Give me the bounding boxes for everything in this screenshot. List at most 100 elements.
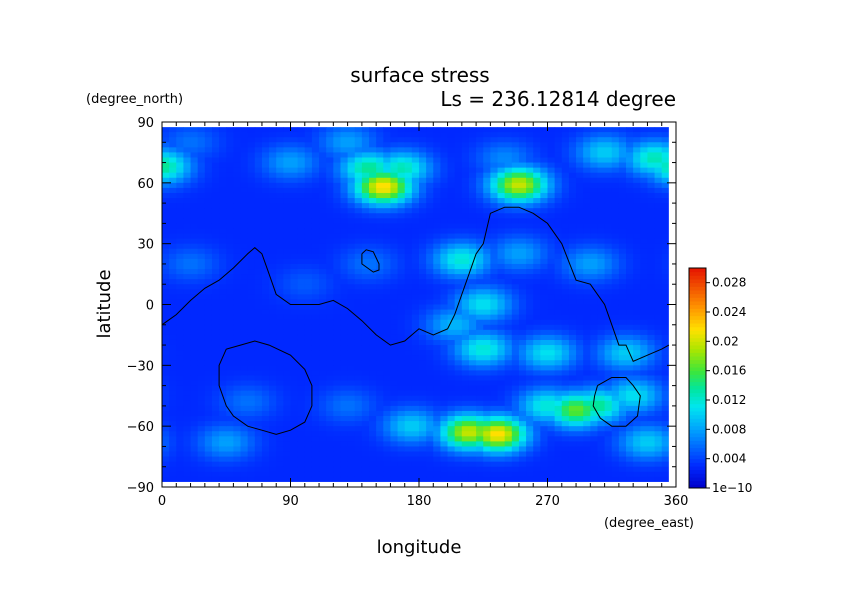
- heatmap-cell: [561, 334, 570, 341]
- heatmap-cell: [376, 192, 384, 199]
- heatmap-cell: [590, 157, 599, 164]
- heatmap-cell: [654, 263, 663, 270]
- heatmap-cell: [468, 461, 477, 468]
- heatmap-cell: [511, 345, 520, 351]
- heatmap-cell: [426, 461, 434, 468]
- heatmap-cell: [254, 309, 263, 316]
- heatmap-cell: [554, 345, 563, 351]
- heatmap-cell: [611, 309, 620, 316]
- heatmap-cell: [326, 187, 334, 194]
- heatmap-cell: [590, 203, 599, 209]
- heatmap-cell: [404, 324, 413, 331]
- heatmap-cell: [369, 466, 377, 473]
- heatmap-cell: [369, 329, 377, 336]
- heatmap-cell: [304, 329, 313, 336]
- heatmap-cell: [261, 431, 270, 437]
- heatmap-cell: [618, 182, 627, 189]
- heatmap-cell: [533, 375, 541, 382]
- heatmap-cell: [483, 132, 491, 138]
- heatmap-cell: [604, 350, 613, 356]
- heatmap-cell: [433, 471, 442, 478]
- heatmap-cell: [319, 238, 327, 245]
- heatmap-cell: [447, 294, 456, 301]
- heatmap-cell: [561, 208, 570, 214]
- heatmap-cell: [483, 375, 491, 382]
- heatmap-cell: [511, 324, 520, 331]
- heatmap-cell: [511, 248, 520, 255]
- heatmap-cell: [390, 451, 399, 458]
- heatmap-cell: [276, 400, 284, 407]
- heatmap-cell: [219, 324, 227, 331]
- heatmap-cell: [290, 380, 299, 387]
- heatmap-cell: [497, 400, 506, 407]
- heatmap-cell: [461, 157, 470, 164]
- heatmap-cell: [290, 208, 299, 214]
- heatmap-cell: [340, 314, 349, 321]
- heatmap-cell: [219, 360, 227, 366]
- heatmap-cell: [183, 375, 192, 382]
- heatmap-cell: [504, 471, 513, 478]
- heatmap-cell: [661, 309, 670, 316]
- heatmap-cell: [518, 304, 527, 311]
- heatmap-cell: [254, 172, 263, 179]
- heatmap-cell: [411, 223, 420, 230]
- heatmap-cell: [626, 192, 634, 199]
- heatmap-cell: [361, 431, 370, 437]
- heatmap-cell: [404, 208, 413, 214]
- heatmap-cell: [290, 177, 299, 184]
- heatmap-cell: [276, 416, 284, 422]
- heatmap-cell: [197, 370, 206, 377]
- heatmap-cell: [211, 228, 220, 235]
- heatmap-cell: [361, 405, 370, 412]
- heatmap-cell: [518, 314, 527, 321]
- heatmap-cell: [433, 289, 442, 295]
- heatmap-cell: [369, 410, 377, 417]
- chart-subtitle: Ls = 236.12814 degree: [440, 87, 676, 111]
- heatmap-cell: [333, 274, 342, 280]
- heatmap-cell: [247, 334, 256, 341]
- heatmap-cell: [283, 339, 292, 346]
- heatmap-cell: [583, 431, 591, 437]
- heatmap-cell: [183, 132, 192, 138]
- heatmap-cell: [626, 203, 634, 209]
- heatmap-cell: [190, 187, 199, 194]
- heatmap-cell: [162, 182, 170, 189]
- heatmap-cell: [211, 223, 220, 230]
- heatmap-cell: [526, 476, 534, 483]
- heatmap-cell: [633, 233, 641, 240]
- heatmap-cell: [183, 243, 192, 250]
- heatmap-cell: [204, 375, 213, 382]
- heatmap-cell: [354, 299, 363, 306]
- heatmap-cell: [454, 426, 463, 432]
- heatmap-cell: [276, 350, 284, 356]
- heatmap-cell: [483, 304, 491, 311]
- heatmap-cell: [590, 274, 599, 280]
- heatmap-cell: [533, 142, 541, 148]
- heatmap-cell: [397, 192, 406, 199]
- heatmap-cell: [604, 147, 613, 154]
- heatmap-cell: [404, 203, 413, 209]
- heatmap-cell: [169, 375, 177, 382]
- heatmap-cell: [340, 309, 349, 316]
- heatmap-cell: [347, 213, 356, 219]
- heatmap-cell: [319, 248, 327, 255]
- heatmap-cell: [340, 400, 349, 407]
- heatmap-cell: [261, 451, 270, 458]
- heatmap-cell: [219, 284, 227, 290]
- heatmap-cell: [476, 385, 484, 392]
- heatmap-cell: [419, 466, 427, 473]
- heatmap-cell: [483, 177, 491, 184]
- heatmap-cell: [461, 304, 470, 311]
- heatmap-cell: [433, 385, 442, 392]
- heatmap-cell: [254, 213, 263, 219]
- heatmap-cell: [290, 243, 299, 250]
- heatmap-cell: [640, 238, 649, 245]
- heatmap-cell: [597, 132, 606, 138]
- heatmap-cell: [561, 319, 570, 326]
- heatmap-cell: [647, 385, 656, 392]
- heatmap-cell: [290, 405, 299, 412]
- heatmap-cell: [483, 187, 491, 194]
- heatmap-cell: [590, 339, 599, 346]
- heatmap-cell: [383, 350, 392, 356]
- heatmap-cell: [333, 137, 342, 143]
